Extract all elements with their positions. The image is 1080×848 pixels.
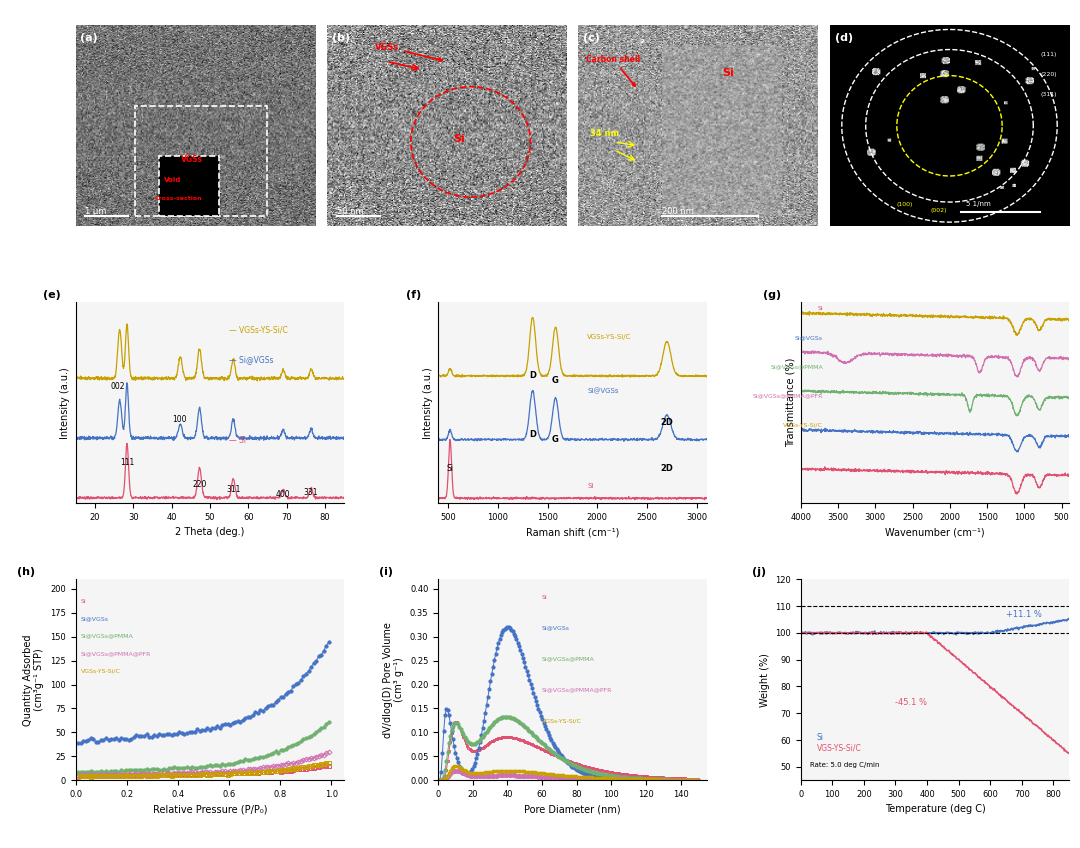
Y-axis label: Intensity (a.u.): Intensity (a.u.) bbox=[422, 367, 433, 438]
Text: 100: 100 bbox=[172, 415, 187, 424]
Y-axis label: Transmittance (%): Transmittance (%) bbox=[785, 358, 795, 448]
Text: VGSs-YS-Si/C: VGSs-YS-Si/C bbox=[588, 334, 632, 340]
Text: 111: 111 bbox=[120, 458, 134, 467]
X-axis label: Pore Diameter (nm): Pore Diameter (nm) bbox=[524, 805, 621, 814]
Text: +11.1 %: +11.1 % bbox=[1005, 610, 1042, 619]
Text: Si: Si bbox=[816, 733, 823, 742]
Text: (d): (d) bbox=[835, 34, 853, 43]
Text: Cross-section: Cross-section bbox=[154, 196, 202, 201]
X-axis label: Temperature (deg C): Temperature (deg C) bbox=[885, 805, 985, 814]
Y-axis label: Intensity (a.u.): Intensity (a.u.) bbox=[60, 367, 70, 438]
Text: 311: 311 bbox=[226, 485, 241, 494]
Text: G: G bbox=[552, 435, 559, 444]
Text: VGS-YS-Si/C: VGS-YS-Si/C bbox=[816, 744, 861, 753]
Text: (i): (i) bbox=[379, 567, 393, 577]
Text: (220): (220) bbox=[1040, 71, 1057, 76]
Text: 002: 002 bbox=[110, 382, 125, 391]
Text: VGSs: VGSs bbox=[181, 155, 203, 164]
Text: 5 1/nm: 5 1/nm bbox=[967, 201, 991, 207]
FancyBboxPatch shape bbox=[160, 156, 219, 216]
Text: 331: 331 bbox=[303, 488, 319, 497]
Text: (100): (100) bbox=[896, 202, 914, 207]
Text: Si@VGSs: Si@VGSs bbox=[588, 388, 619, 394]
Text: Si@VGSs: Si@VGSs bbox=[795, 335, 823, 340]
Text: D: D bbox=[529, 430, 536, 439]
Text: (g): (g) bbox=[764, 290, 781, 300]
Text: — VGSs-YS-Si/C: — VGSs-YS-Si/C bbox=[229, 326, 287, 334]
Text: Si@VGSs@PMMA: Si@VGSs@PMMA bbox=[81, 633, 134, 639]
Text: Si: Si bbox=[818, 306, 823, 311]
Text: (c): (c) bbox=[583, 34, 600, 43]
Text: Si: Si bbox=[588, 483, 594, 489]
Text: — Si: — Si bbox=[229, 437, 246, 445]
Text: Si@VGSs@PMMA: Si@VGSs@PMMA bbox=[542, 656, 595, 661]
Text: (j): (j) bbox=[753, 567, 767, 577]
X-axis label: Raman shift (cm⁻¹): Raman shift (cm⁻¹) bbox=[526, 527, 619, 538]
Text: (h): (h) bbox=[16, 567, 35, 577]
Y-axis label: Weight (%): Weight (%) bbox=[759, 653, 770, 706]
Text: 2D: 2D bbox=[661, 418, 673, 427]
Text: Si@VGSs@PMMA@PFR: Si@VGSs@PMMA@PFR bbox=[81, 651, 151, 656]
Text: 220: 220 bbox=[192, 480, 206, 489]
Text: Carbon shell: Carbon shell bbox=[585, 54, 639, 86]
Y-axis label: Quantity Adsorbed
(cm³g⁻¹ STP): Quantity Adsorbed (cm³g⁻¹ STP) bbox=[23, 634, 44, 726]
Text: Si: Si bbox=[542, 594, 548, 600]
Text: VGSs-YS-Si/C: VGSs-YS-Si/C bbox=[783, 422, 823, 427]
Text: Void: Void bbox=[164, 177, 181, 183]
Text: Rate: 5.0 deg C/min: Rate: 5.0 deg C/min bbox=[810, 762, 879, 767]
Text: (111): (111) bbox=[1040, 52, 1057, 57]
Text: (e): (e) bbox=[43, 290, 62, 300]
Text: G: G bbox=[552, 377, 559, 385]
Text: Si@VGSs@PMMA: Si@VGSs@PMMA bbox=[770, 365, 823, 369]
Text: Si: Si bbox=[446, 465, 454, 473]
Text: VGSs-YS-Si/C: VGSs-YS-Si/C bbox=[81, 668, 121, 673]
Text: (002): (002) bbox=[930, 208, 947, 213]
Text: VGSs: VGSs bbox=[375, 42, 442, 61]
Text: Si@VGSs: Si@VGSs bbox=[81, 616, 109, 622]
X-axis label: 2 Theta (deg.): 2 Theta (deg.) bbox=[175, 527, 244, 538]
Text: VGSs-YS-Si/C: VGSs-YS-Si/C bbox=[542, 719, 582, 724]
Text: 2D: 2D bbox=[661, 465, 673, 473]
Text: D: D bbox=[529, 371, 536, 380]
Text: (311): (311) bbox=[1040, 92, 1057, 97]
Text: 400: 400 bbox=[275, 489, 291, 499]
Text: 200 nm: 200 nm bbox=[662, 207, 694, 216]
Text: -45.1 %: -45.1 % bbox=[895, 698, 928, 707]
X-axis label: Relative Pressure (P/P₀): Relative Pressure (P/P₀) bbox=[152, 805, 267, 814]
Text: Si@VGSs@PMMA@PFR: Si@VGSs@PMMA@PFR bbox=[753, 393, 823, 399]
Text: 34 nm: 34 nm bbox=[591, 129, 620, 138]
Text: Si: Si bbox=[81, 600, 86, 605]
Text: Si: Si bbox=[723, 68, 733, 78]
Text: 1 μm: 1 μm bbox=[85, 207, 107, 216]
X-axis label: Wavenumber (cm⁻¹): Wavenumber (cm⁻¹) bbox=[886, 527, 985, 538]
Text: Si@VGSs: Si@VGSs bbox=[542, 626, 570, 631]
Text: 50 nm: 50 nm bbox=[337, 207, 363, 216]
Text: — Si@VGSs: — Si@VGSs bbox=[229, 355, 273, 364]
Text: (b): (b) bbox=[332, 34, 350, 43]
Y-axis label: dV/dlog(D) Pore Volume
(cm³ g⁻¹): dV/dlog(D) Pore Volume (cm³ g⁻¹) bbox=[382, 622, 404, 738]
Text: (f): (f) bbox=[406, 290, 421, 300]
Text: (a): (a) bbox=[80, 34, 98, 43]
Text: Si@VGSs@PMMA@PFR: Si@VGSs@PMMA@PFR bbox=[542, 688, 612, 693]
Text: Si: Si bbox=[453, 134, 464, 144]
